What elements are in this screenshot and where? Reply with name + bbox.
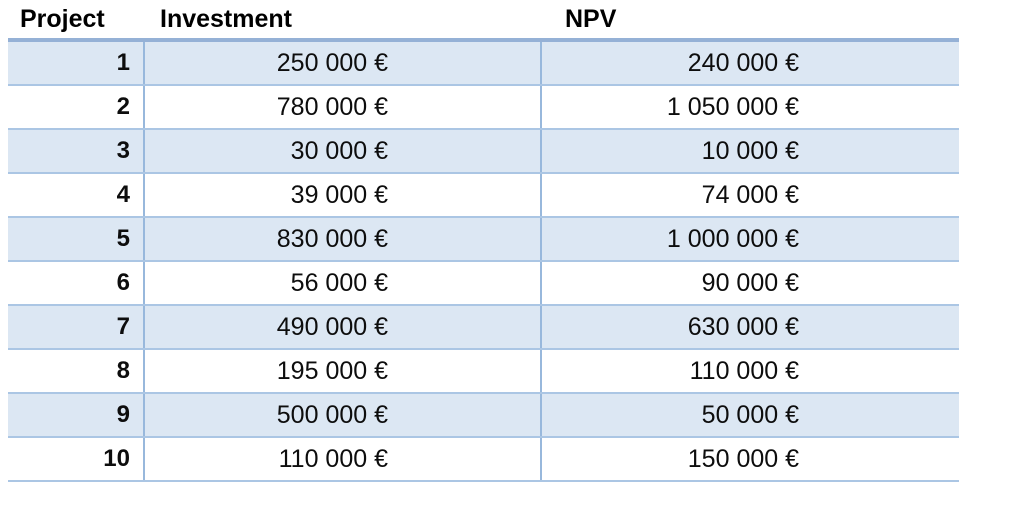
col-header-project: Project bbox=[20, 5, 105, 33]
table-header-row: Project Investment NPV bbox=[0, 3, 1024, 37]
investment-cell: 780 000 € bbox=[145, 86, 542, 128]
project-cell: 5 bbox=[8, 218, 145, 260]
project-cell: 2 bbox=[8, 86, 145, 128]
investment-cell: 490 000 € bbox=[145, 306, 542, 348]
investment-cell: 110 000 € bbox=[145, 438, 542, 480]
investment-cell: 195 000 € bbox=[145, 350, 542, 392]
table-row: 3 30 000 € 10 000 € bbox=[8, 130, 959, 174]
npv-cell: 1 000 000 € bbox=[666, 225, 799, 253]
col-header-npv: NPV bbox=[565, 5, 617, 33]
project-cell: 7 bbox=[8, 306, 145, 348]
col-header-investment: Investment bbox=[160, 5, 292, 33]
npv-cell: 110 000 € bbox=[689, 357, 799, 385]
npv-cell: 630 000 € bbox=[687, 313, 799, 341]
table-row: 9 500 000 € 50 000 € bbox=[8, 394, 959, 438]
project-cell: 6 bbox=[8, 262, 145, 304]
npv-cell: 1 050 000 € bbox=[666, 93, 799, 121]
project-cell: 1 bbox=[8, 42, 145, 84]
npv-cell: 240 000 € bbox=[687, 49, 799, 77]
project-cell: 9 bbox=[8, 394, 145, 436]
table-row: 4 39 000 € 74 000 € bbox=[8, 174, 959, 218]
investment-cell: 56 000 € bbox=[145, 262, 542, 304]
table-row: 7 490 000 € 630 000 € bbox=[8, 306, 959, 350]
npv-cell: 10 000 € bbox=[701, 137, 799, 165]
project-cell: 3 bbox=[8, 130, 145, 172]
table-row: 6 56 000 € 90 000 € bbox=[8, 262, 959, 306]
table-row: 1 250 000 € 240 000 € bbox=[8, 42, 959, 86]
npv-cell: 150 000 € bbox=[687, 445, 799, 473]
project-cell: 4 bbox=[8, 174, 145, 216]
table-row: 10 110 000 € 150 000 € bbox=[8, 438, 959, 482]
npv-cell: 90 000 € bbox=[701, 269, 799, 297]
table-row: 5 830 000 € 1 000 000 € bbox=[8, 218, 959, 262]
project-cell: 10 bbox=[8, 438, 145, 480]
table-row: 8 195 000 € 110 000 € bbox=[8, 350, 959, 394]
npv-cell: 50 000 € bbox=[701, 401, 799, 429]
investment-cell: 39 000 € bbox=[145, 174, 542, 216]
investment-cell: 250 000 € bbox=[145, 42, 542, 84]
projects-table: 1 250 000 € 240 000 € 2 780 000 € 1 050 … bbox=[8, 38, 959, 482]
project-cell: 8 bbox=[8, 350, 145, 392]
npv-cell: 74 000 € bbox=[701, 181, 799, 209]
investment-cell: 500 000 € bbox=[145, 394, 542, 436]
investment-cell: 30 000 € bbox=[145, 130, 542, 172]
table-row: 2 780 000 € 1 050 000 € bbox=[8, 86, 959, 130]
investment-cell: 830 000 € bbox=[145, 218, 542, 260]
